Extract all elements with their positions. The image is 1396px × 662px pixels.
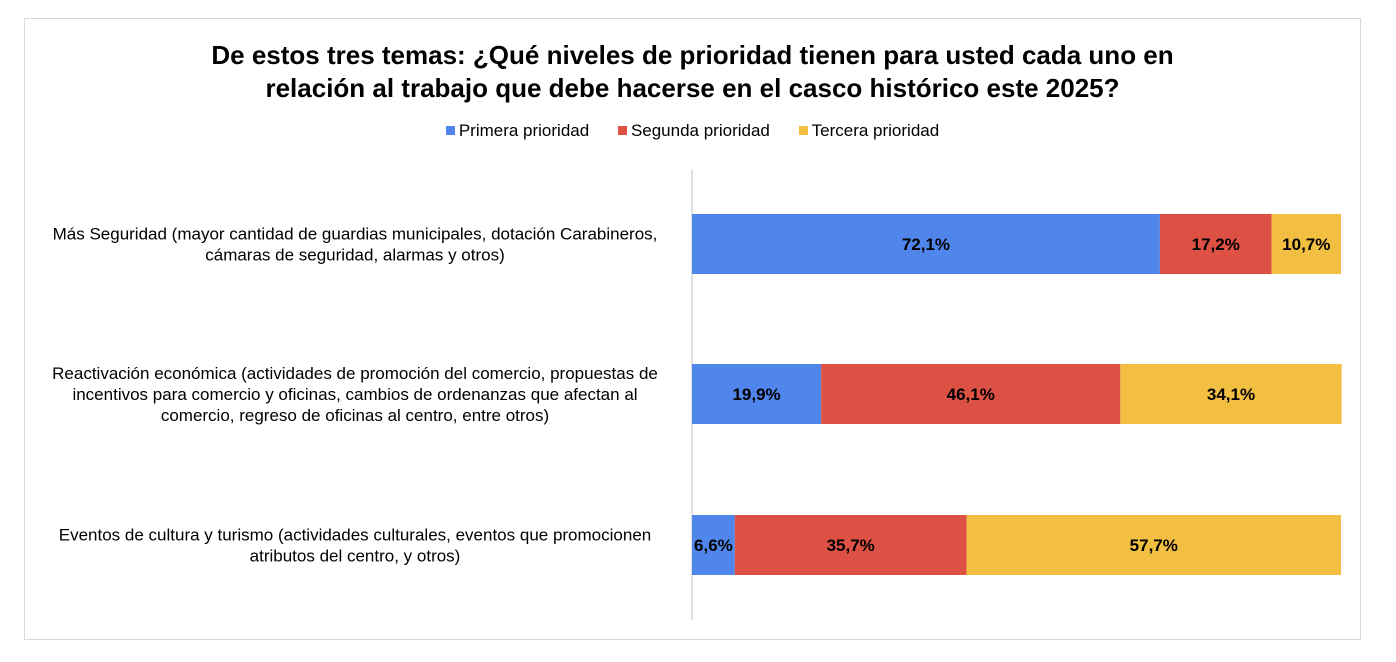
bar-segment <box>1120 364 1342 424</box>
legend-swatch-tercera <box>798 126 808 135</box>
data-label: 72,1% <box>902 235 950 254</box>
bar-segment <box>1271 214 1341 274</box>
data-label: 46,1% <box>947 385 995 404</box>
category-label: Eventos de cultura y turismo (actividade… <box>59 526 651 566</box>
chart-title-line-2: relación al trabajo que debe hacerse en … <box>265 73 1120 103</box>
data-label: 35,7% <box>827 536 875 555</box>
bar-segment <box>734 515 967 575</box>
legend-swatch-primera <box>445 126 455 135</box>
data-label: 17,2% <box>1192 235 1240 254</box>
data-label: 19,9% <box>732 385 780 404</box>
legend: Primera prioridad Segunda prioridad Terc… <box>25 120 1360 141</box>
category-label-line: Reactivación económica (actividades de p… <box>52 364 658 383</box>
legend-label-primera: Primera prioridad <box>458 120 590 140</box>
legend-item-tercera: Tercera prioridad <box>798 120 940 141</box>
legend-label-segunda: Segunda prioridad <box>630 120 770 140</box>
bar-segment <box>821 364 1121 424</box>
legend-item-primera: Primera prioridad <box>445 120 590 141</box>
chart-title-line-1: De estos tres temas: ¿Qué niveles de pri… <box>211 40 1174 70</box>
bar-segment <box>692 214 1160 274</box>
bar-segment <box>966 515 1341 575</box>
data-label: 57,7% <box>1130 536 1178 555</box>
bar-segment <box>692 515 735 575</box>
category-label-line: Más Seguridad (mayor cantidad de guardia… <box>53 225 658 244</box>
chart-plot: Más Seguridad (mayor cantidad de guardia… <box>52 170 1342 620</box>
category-label-line: cámaras de seguridad, alarmas y otros) <box>205 246 505 265</box>
legend-swatch-segunda <box>617 126 627 135</box>
data-label: 6,6% <box>694 536 733 555</box>
data-label: 10,7% <box>1282 235 1330 254</box>
bar-segment <box>1159 214 1272 274</box>
legend-label-tercera: Tercera prioridad <box>811 120 940 140</box>
chart-title: De estos tres temas: ¿Qué niveles de pri… <box>25 39 1360 105</box>
data-label: 34,1% <box>1207 385 1255 404</box>
bar-segment <box>692 364 822 424</box>
legend-item-segunda: Segunda prioridad <box>617 120 770 141</box>
category-label-line: comercio, regreso de oficinas al centro,… <box>161 406 549 425</box>
category-label-line: incentivos para comercio y oficinas, cam… <box>72 385 637 404</box>
chart-frame: De estos tres temas: ¿Qué niveles de pri… <box>24 18 1361 640</box>
category-label: Reactivación económica (actividades de p… <box>52 364 658 425</box>
category-label: Más Seguridad (mayor cantidad de guardia… <box>53 225 658 265</box>
category-label-line: atributos del centro, y otros) <box>250 547 461 566</box>
category-label-line: Eventos de cultura y turismo (actividade… <box>59 526 651 545</box>
